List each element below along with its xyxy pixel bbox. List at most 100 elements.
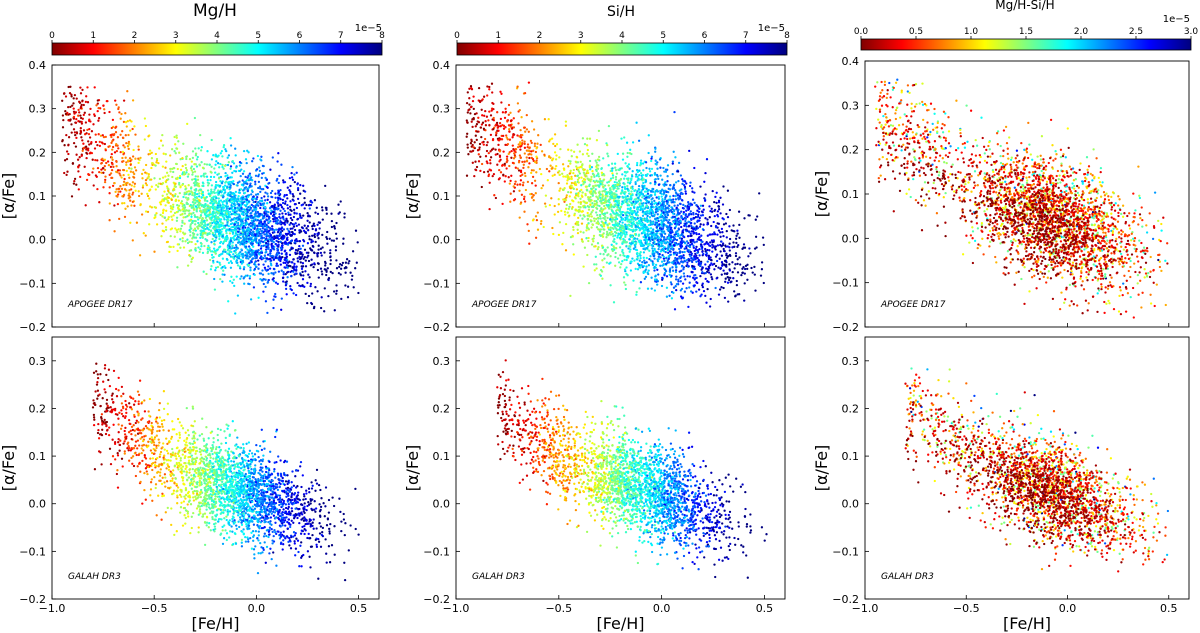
- scatter-point: [97, 99, 99, 101]
- scatter-point: [302, 474, 304, 476]
- scatter-point: [214, 212, 216, 214]
- scatter-point: [323, 251, 325, 253]
- scatter-point: [288, 544, 290, 546]
- scatter-point: [98, 201, 100, 203]
- scatter-point: [231, 247, 233, 249]
- scatter-point: [160, 200, 162, 202]
- scatter-point: [264, 268, 266, 270]
- scatter-point: [241, 539, 243, 541]
- scatter-point: [117, 452, 119, 454]
- scatter-point: [245, 523, 247, 525]
- scatter-point: [137, 429, 139, 431]
- scatter-point: [204, 211, 206, 213]
- scatter-point: [338, 266, 340, 268]
- scatter-point: [151, 500, 153, 502]
- scatter-point: [166, 450, 168, 452]
- scatter-point: [267, 240, 269, 242]
- scatter-point: [74, 131, 76, 133]
- scatter-point: [258, 166, 260, 168]
- scatter-point: [165, 198, 167, 200]
- scatter-point: [253, 239, 255, 241]
- scatter-point: [93, 419, 95, 421]
- scatter-point: [191, 454, 193, 456]
- scatter-point: [265, 246, 267, 248]
- scatter-point: [133, 404, 135, 406]
- scatter-point: [197, 504, 199, 506]
- scatter-point: [266, 179, 268, 181]
- scatter-point: [171, 199, 173, 201]
- scatter-point: [230, 267, 232, 269]
- scatter-point: [75, 145, 77, 147]
- scatter-point: [252, 157, 254, 159]
- scatter-point: [270, 264, 272, 266]
- scatter-point: [212, 203, 214, 205]
- scatter-point: [122, 153, 124, 155]
- scatter-point: [145, 164, 147, 166]
- scatter-point: [129, 119, 131, 121]
- scatter-point: [172, 214, 174, 216]
- scatter-point: [160, 203, 162, 205]
- scatter-point: [226, 238, 228, 240]
- scatter-point: [216, 191, 218, 193]
- scatter-point: [96, 159, 98, 161]
- scatter-point: [275, 483, 277, 485]
- scatter-point: [204, 512, 206, 514]
- scatter-point: [223, 265, 225, 267]
- scatter-point: [275, 228, 277, 230]
- scatter-point: [256, 203, 258, 205]
- scatter-point: [228, 262, 230, 264]
- scatter-point: [104, 175, 106, 177]
- scatter-point: [138, 403, 140, 405]
- scatter-point: [260, 240, 262, 242]
- scatter-point: [267, 521, 269, 523]
- scatter-point: [71, 195, 73, 197]
- scatter-point: [313, 222, 315, 224]
- scatter-point: [194, 181, 196, 183]
- scatter-point: [126, 182, 128, 184]
- scatter-point: [161, 420, 163, 422]
- scatter-point: [112, 185, 114, 187]
- scatter-point: [195, 189, 197, 191]
- scatter-point: [233, 247, 235, 249]
- scatter-point: [63, 144, 65, 146]
- scatter-point: [249, 256, 251, 258]
- scatter-point: [97, 373, 99, 375]
- scatter-point: [190, 463, 192, 465]
- scatter-point: [173, 482, 175, 484]
- scatter-point: [299, 229, 301, 231]
- scatter-point: [286, 220, 288, 222]
- colorbar-tick-label: 6: [297, 31, 303, 41]
- scatter-point: [227, 194, 229, 196]
- scatter-point: [264, 206, 266, 208]
- scatter-point: [278, 213, 280, 215]
- scatter-point: [111, 398, 113, 400]
- scatter-point: [288, 214, 290, 216]
- scatter-point: [98, 117, 100, 119]
- scatter-point: [266, 529, 268, 531]
- scatter-point: [127, 160, 129, 162]
- scatter-point: [195, 154, 197, 156]
- scatter-point: [184, 216, 186, 218]
- scatter-point: [268, 469, 270, 471]
- scatter-point: [170, 210, 172, 212]
- scatter-point: [318, 263, 320, 265]
- scatter-point: [230, 240, 232, 242]
- scatter-point: [357, 241, 359, 243]
- scatter-point: [278, 191, 280, 193]
- scatter-point: [69, 118, 71, 120]
- scatter-point: [253, 557, 255, 559]
- scatter-point: [339, 263, 341, 265]
- scatter-point: [239, 447, 241, 449]
- scatter-point: [117, 108, 119, 110]
- scatter-point: [222, 213, 224, 215]
- scatter-point: [144, 410, 146, 412]
- scatter-point: [198, 514, 200, 516]
- scatter-point: [93, 184, 95, 186]
- scatter-point: [134, 183, 136, 185]
- scatter-point: [157, 422, 159, 424]
- scatter-point: [170, 235, 172, 237]
- scatter-point: [136, 222, 138, 224]
- scatter-point: [248, 200, 250, 202]
- scatter-point: [195, 229, 197, 231]
- scatter-point: [92, 159, 94, 161]
